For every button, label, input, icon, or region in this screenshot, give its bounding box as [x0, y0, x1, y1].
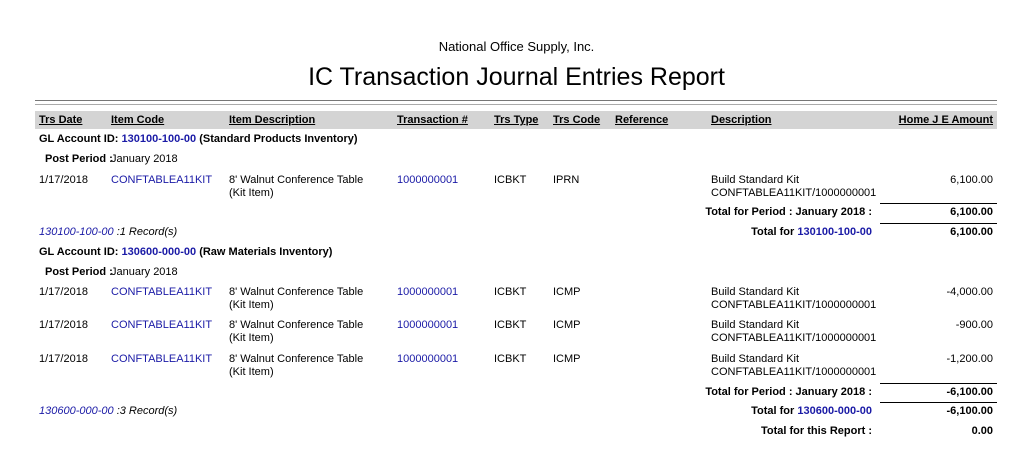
description: Build Standard Kit — [711, 353, 800, 365]
gl-account-heading: GL Account ID: 130100-100-00 (Standard P… — [39, 133, 358, 146]
trs-date: 1/17/2018 — [39, 174, 88, 186]
item-description-line2: (Kit Item) — [229, 332, 274, 344]
item-code-link[interactable]: CONFTABLEA11KIT — [111, 319, 213, 331]
period-total-amount: 6,100.00 — [950, 206, 993, 218]
trs-type: ICBKT — [494, 319, 527, 331]
column-header[interactable]: Reference — [615, 114, 669, 126]
transaction-link[interactable]: 1000000001 — [397, 319, 459, 331]
post-period-label: Post Period : — [45, 266, 113, 278]
account-total-amount: -6,100.00 — [946, 405, 993, 417]
trs-code: ICMP — [553, 286, 581, 298]
gl-account-text: (Standard Products Inventory) — [199, 133, 358, 145]
description-line2: CONFTABLEA11KIT/1000000001 — [711, 187, 877, 199]
description: Build Standard Kit — [711, 174, 800, 186]
record-count-text: :1 Record(s) — [116, 226, 178, 238]
post-period-label: Post Period : — [45, 153, 113, 165]
record-count: 130100-100-00 :1 Record(s) — [39, 226, 177, 239]
period-total-label: Total for Period : January 2018 : — [705, 206, 872, 218]
trs-date: 1/17/2018 — [39, 353, 88, 365]
gl-account-heading: GL Account ID: 130600-000-00 (Raw Materi… — [39, 246, 332, 259]
description-line2: CONFTABLEA11KIT/1000000001 — [711, 332, 877, 344]
trs-date: 1/17/2018 — [39, 319, 88, 331]
amount: -4,000.00 — [946, 286, 993, 298]
trs-code: IPRN — [553, 174, 580, 186]
report-title: IC Transaction Journal Entries Report — [308, 63, 725, 91]
item-description: 8' Walnut Conference Table — [229, 174, 364, 186]
gl-account-text: GL Account ID: — [39, 133, 119, 145]
transaction-link[interactable]: 1000000001 — [397, 174, 459, 186]
description: Build Standard Kit — [711, 319, 800, 331]
column-header[interactable]: Description — [711, 114, 772, 126]
period-total-label: Total for Period : January 2018 : — [705, 386, 872, 398]
gl-account-link[interactable]: 130100-100-00 — [121, 133, 197, 145]
company-name: National Office Supply, Inc. — [438, 39, 595, 54]
description: Build Standard Kit — [711, 286, 800, 298]
trs-date: 1/17/2018 — [39, 286, 88, 298]
total-rule — [880, 402, 997, 403]
divider — [35, 104, 997, 105]
amount: -1,200.00 — [946, 353, 993, 365]
record-count: 130600-000-00 :3 Record(s) — [39, 405, 177, 418]
amount: 6,100.00 — [950, 174, 993, 186]
column-header[interactable]: Item Description — [229, 114, 316, 126]
trs-code: ICMP — [553, 353, 581, 365]
item-description-line2: (Kit Item) — [229, 366, 274, 378]
item-code-link[interactable]: CONFTABLEA11KIT — [111, 353, 213, 365]
total-for-text: Total for — [751, 226, 795, 238]
description-line2: CONFTABLEA11KIT/1000000001 — [711, 299, 877, 311]
gl-account-link[interactable]: 130600-000-00 — [121, 246, 197, 258]
gl-account-text: GL Account ID: — [39, 246, 119, 258]
transaction-link[interactable]: 1000000001 — [397, 286, 459, 298]
column-header[interactable]: Trs Code — [553, 114, 601, 126]
transaction-link[interactable]: 1000000001 — [397, 353, 459, 365]
column-header[interactable]: Trs Type — [494, 114, 539, 126]
item-description: 8' Walnut Conference Table — [229, 286, 364, 298]
item-code-link[interactable]: CONFTABLEA11KIT — [111, 286, 213, 298]
column-header[interactable]: Home J E Amount — [898, 114, 993, 126]
gl-account-link[interactable]: 130600-000-00 — [39, 405, 114, 417]
account-total-amount: 6,100.00 — [950, 226, 993, 238]
account-total-label: Total for 130100-100-00 — [572, 226, 872, 239]
total-for-text: Total for — [751, 405, 795, 417]
item-description-line2: (Kit Item) — [229, 187, 274, 199]
post-period-value: January 2018 — [111, 153, 178, 165]
trs-type: ICBKT — [494, 286, 527, 298]
item-description: 8' Walnut Conference Table — [229, 319, 364, 331]
gl-account-link[interactable]: 130100-100-00 — [39, 226, 114, 238]
report-total-label: Total for this Report : — [760, 425, 872, 437]
trs-type: ICBKT — [494, 353, 527, 365]
total-rule — [880, 223, 997, 224]
divider — [35, 100, 997, 101]
amount: -900.00 — [955, 319, 993, 331]
column-header-row: Trs Date Item Code Item Description Transac… — [35, 111, 997, 129]
record-count-text: :3 Record(s) — [116, 405, 178, 417]
description-line2: CONFTABLEA11KIT/1000000001 — [711, 366, 877, 378]
total-rule — [880, 383, 997, 384]
gl-account-link[interactable]: 130100-100-00 — [797, 226, 872, 238]
post-period-value: January 2018 — [111, 266, 178, 278]
period-total-amount: -6,100.00 — [946, 386, 993, 398]
report-total-amount: 0.00 — [971, 425, 993, 437]
trs-code: ICMP — [553, 319, 581, 331]
gl-account-link[interactable]: 130600-000-00 — [797, 405, 872, 417]
column-header[interactable]: Transaction # — [397, 114, 468, 126]
item-code-link[interactable]: CONFTABLEA11KIT — [111, 174, 213, 186]
total-rule — [880, 203, 997, 204]
item-description: 8' Walnut Conference Table — [229, 353, 364, 365]
item-description-line2: (Kit Item) — [229, 299, 274, 311]
column-header[interactable]: Item Code — [111, 114, 165, 126]
column-header[interactable]: Trs Date — [39, 114, 83, 126]
trs-type: ICBKT — [494, 174, 527, 186]
account-total-label: Total for 130600-000-00 — [572, 405, 872, 418]
gl-account-text: (Raw Materials Inventory) — [199, 246, 333, 258]
